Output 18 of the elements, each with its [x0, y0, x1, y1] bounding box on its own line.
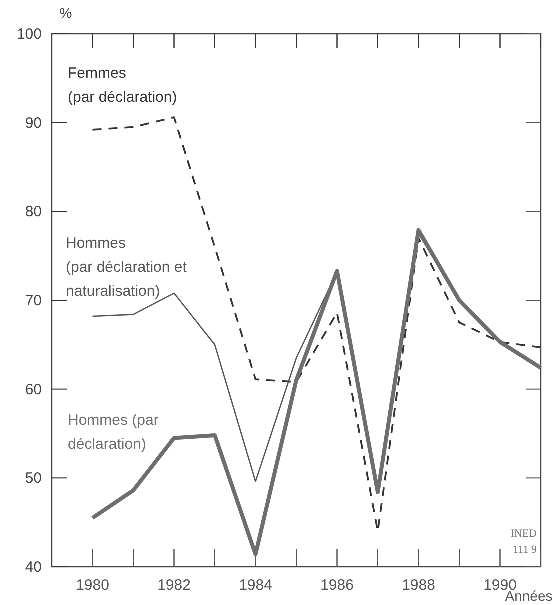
series-label: Hommes (par déclaration et naturalisation)	[66, 235, 188, 300]
y-tick-label: 100	[16, 26, 42, 43]
y-tick-label: 70	[25, 292, 42, 310]
y-tick-label: 80	[25, 204, 42, 221]
annotation: 111 9	[513, 544, 538, 556]
annotation: INED	[510, 528, 538, 540]
y-tick-label: 60	[25, 381, 42, 398]
y-tick-label: 50	[25, 470, 42, 488]
x-tick-label: 1988	[402, 577, 436, 594]
x-tick-label: 1982	[158, 577, 191, 594]
y-tick-label: 90	[25, 114, 42, 132]
x-tick-label: 1986	[320, 577, 354, 594]
y-axis-title: %	[60, 5, 72, 21]
legend-label: Femmes (par déclaration)	[68, 65, 178, 106]
series-label: Hommes (par déclaration)	[68, 412, 159, 453]
y-tick-label: 40	[25, 559, 42, 576]
x-tick-label: 1980	[76, 577, 110, 594]
x-tick-label: 1984	[239, 577, 272, 594]
